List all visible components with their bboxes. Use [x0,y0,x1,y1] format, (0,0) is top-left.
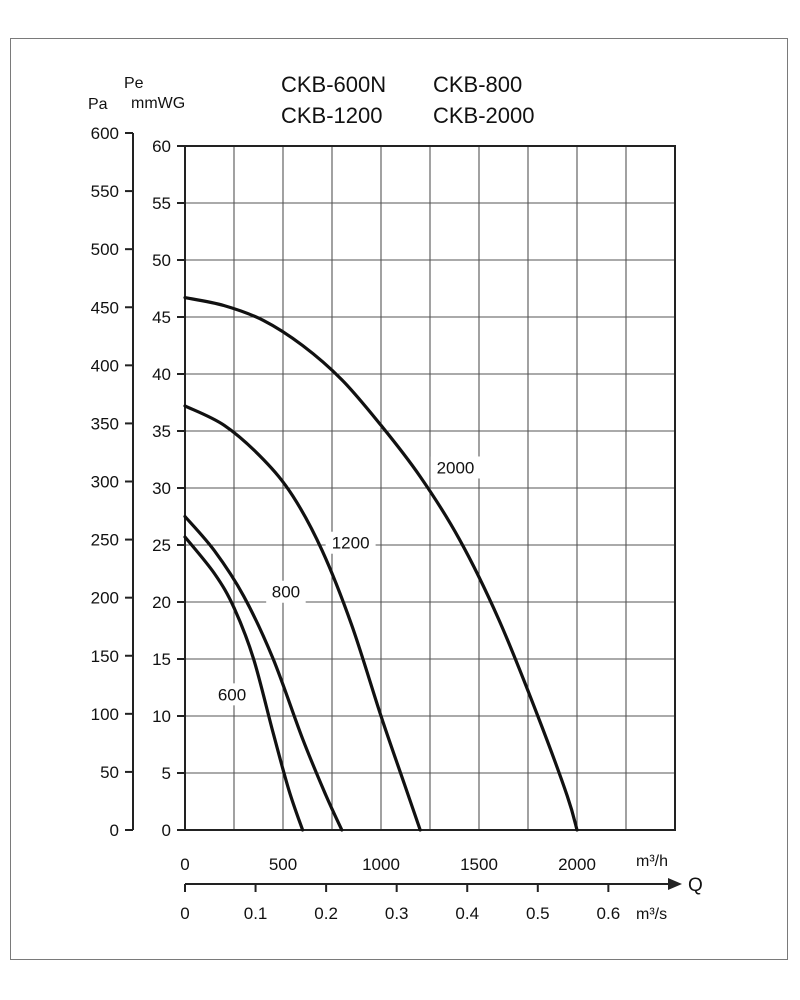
curve-label-600: 600 [218,685,246,704]
tick-labels: 0501001502002503003504004505005506000510… [91,124,703,923]
q-axis-label: Q [688,875,703,896]
left-tick-label: 450 [91,298,119,317]
x-axis-unit: m³/h [636,853,668,870]
right-axis-unit-top: Pe [124,75,144,92]
q-tick-label: 0.4 [455,904,479,923]
left-tick-label: 50 [100,763,119,782]
mmwg-tick-label: 50 [152,251,171,270]
right-axis-unit-bottom: mmWG [131,95,185,112]
mmwg-tick-label: 40 [152,365,171,384]
mmwg-tick-label: 30 [152,479,171,498]
curve-label-bg-1200 [325,531,376,554]
curve-label-bg-2000 [430,456,481,479]
plot-grid [185,146,675,830]
curve-2000 [183,296,579,832]
left-tick-label: 400 [91,356,119,375]
curve-label-800: 800 [272,583,300,602]
plot-axes [125,132,682,892]
x-tick-label: 1500 [460,855,498,874]
left-tick-label: 0 [110,821,119,840]
mmwg-tick-label: 10 [152,707,171,726]
mmwg-tick-label: 5 [162,764,171,783]
curve-label-1200: 1200 [332,534,370,553]
chart-frame [10,38,788,960]
left-tick-label: 300 [91,473,119,492]
x-tick-label: 1000 [362,855,400,874]
x-tick-label: 500 [269,855,297,874]
mmwg-tick-label: 0 [162,821,171,840]
x-tick-label: 0 [180,855,189,874]
mmwg-tick-label: 35 [152,422,171,441]
q-tick-label: 0.5 [526,904,550,923]
curve-600 [183,535,305,832]
mmwg-tick-label: 45 [152,308,171,327]
x-tick-label: 2000 [558,855,596,874]
left-axis-unit: Pa [88,96,108,113]
left-tick-label: 100 [91,705,119,724]
curves: 600 800 1200 2000 [183,296,579,832]
mmwg-tick-label: 20 [152,593,171,612]
q-axis-arrow [668,878,682,890]
mmwg-tick-label: 25 [152,536,171,555]
mmwg-tick-label: 55 [152,194,171,213]
title-line-2-left: CKB-1200 [281,103,383,128]
curve-label-2000: 2000 [437,458,475,477]
left-tick-label: 550 [91,182,119,201]
curve-800 [183,514,344,832]
mmwg-tick-label: 60 [152,137,171,156]
curve-1200 [183,404,422,832]
q-tick-label: 0 [180,904,189,923]
q-tick-label: 0.1 [244,904,268,923]
q-tick-label: 0.3 [385,904,409,923]
q-tick-label: 0.6 [597,904,621,923]
q-tick-label: 0.2 [314,904,338,923]
left-tick-label: 250 [91,531,119,550]
left-tick-label: 200 [91,589,119,608]
title-line-2-right: CKB-2000 [433,103,535,128]
mmwg-tick-label: 15 [152,650,171,669]
left-tick-label: 150 [91,647,119,666]
title-line-1-left: CKB-600N [281,72,386,97]
curve-label-bg-600 [212,683,252,706]
curve-label-bg-800 [266,580,306,603]
left-tick-label: 500 [91,240,119,259]
left-tick-label: 600 [91,124,119,143]
title-line-1-right: CKB-800 [433,72,522,97]
q-axis-unit: m³/s [636,906,667,923]
left-tick-label: 350 [91,414,119,433]
